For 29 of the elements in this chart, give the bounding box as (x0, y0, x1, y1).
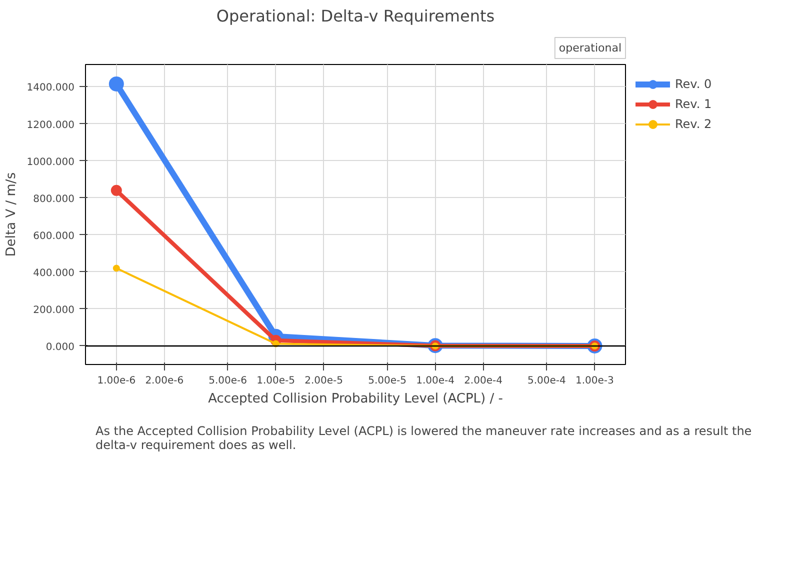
legend-label: Rev. 1 (675, 97, 712, 111)
y-tick-label: 400.000 (33, 268, 75, 279)
y-tick-label: 1000.000 (26, 156, 75, 168)
x-tick-label: 1.00e-3 (576, 376, 614, 386)
x-tick-label: 2.00e-5 (304, 376, 344, 386)
legend-label: Rev. 2 (675, 117, 712, 131)
x-tick-label: 5.00e-5 (368, 376, 406, 386)
y-tick-label: 1200.000 (26, 120, 75, 131)
y-tick-label: 800.000 (33, 194, 75, 205)
chart-title: Operational: Delta-v Requirements (216, 6, 495, 26)
y-axis-title: Delta V / m/s (4, 172, 19, 257)
text: operational (558, 42, 622, 54)
x-tick-label: 5.00e-6 (208, 376, 248, 386)
y-tick-label: 200.000 (33, 304, 75, 316)
x-axis-title: Accepted Collision Probability Level (ACPL) / - (208, 392, 504, 406)
x-tick-label: 1.00e-4 (416, 376, 454, 386)
y-tick-label: 1400.000 (26, 82, 75, 94)
x-tick-label: 2.00e-4 (464, 376, 502, 386)
x-tick-label: 1.00e-5 (256, 376, 296, 386)
legend-label: Rev. 0 (675, 77, 712, 91)
point (110, 184, 122, 196)
text: As the Accepted Collision Probability Level (ACPL) is lowered the maneuver rate increases and as a result the delta-v requirement does as well. (96, 424, 752, 452)
x-tick-label: 1.00e-6 (97, 376, 136, 386)
x-tick-label: 2.00e-6 (145, 376, 184, 386)
point (108, 76, 124, 92)
x-tick-label: 5.00e-4 (528, 376, 566, 386)
point (112, 264, 120, 272)
y-tick-label: 0.000 (46, 342, 75, 353)
y-tick-label: 600.000 (33, 230, 75, 242)
